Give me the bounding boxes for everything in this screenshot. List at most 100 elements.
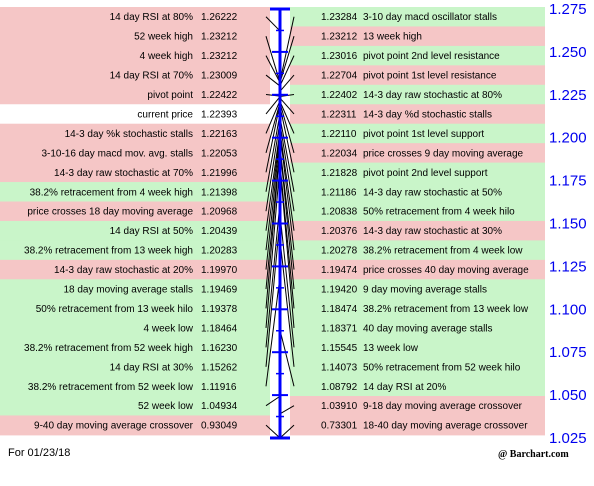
right-row-value: 1.22704 [321, 71, 358, 82]
left-row-bg [0, 104, 270, 125]
right-row-bg [290, 415, 545, 436]
left-row-value: 1.19469 [201, 285, 238, 296]
right-row-bg [290, 123, 545, 144]
right-row-label: 14-3 day %d stochastic stalls [363, 109, 492, 120]
right-connector-line [279, 55, 295, 87]
left-row-label: 38.2% retracement from 13 week high [24, 246, 193, 257]
right-row-value: 1.21828 [321, 168, 358, 179]
right-row-bg [290, 84, 545, 105]
price-scale-label: 1.275 [549, 1, 587, 18]
left-row-value: 1.22163 [201, 129, 238, 140]
right-row-bg [290, 65, 545, 86]
right-row-label: 38.2% retracement from 13 week low [363, 304, 529, 315]
left-row-bg [0, 65, 270, 86]
left-row-bg [0, 220, 270, 241]
left-connector-line [265, 276, 281, 387]
right-row-bg [290, 45, 545, 66]
left-connector-line [265, 113, 281, 192]
left-connector-line [265, 218, 281, 367]
left-connector-line [265, 424, 281, 439]
right-row-bg [290, 279, 545, 300]
right-row-label: 14-3 day raw stochastic at 50% [363, 187, 502, 198]
left-row-bg [0, 298, 270, 319]
left-row-bg [0, 415, 270, 436]
price-scale-label: 1.200 [549, 130, 587, 147]
price-scale-label: 1.125 [549, 258, 587, 275]
left-row-value: 1.23212 [201, 32, 238, 43]
right-row-value: 1.19474 [321, 265, 358, 276]
left-row-bg [0, 162, 270, 183]
right-row-bg [290, 26, 545, 47]
left-row-label: 3-10-16 day macd mov. avg. stalls [41, 148, 193, 159]
footer-date: For 01/23/18 [8, 447, 71, 459]
left-row-value: 1.20283 [201, 246, 238, 257]
price-scale-label: 1.175 [549, 173, 587, 190]
left-connector-line [265, 100, 281, 134]
left-row-value: 1.22422 [201, 90, 238, 101]
right-row-bg [290, 201, 545, 222]
right-connector-line [279, 117, 295, 192]
right-row-value: 1.22110 [321, 129, 357, 140]
left-row-label: 14 day RSI at 30% [110, 362, 193, 373]
left-row-bg [0, 143, 270, 164]
left-row-bg [0, 7, 270, 27]
right-row-bg [290, 143, 545, 164]
right-row-value: 1.20838 [321, 207, 358, 218]
left-row-label: pivot point [147, 90, 193, 101]
price-axis [270, 7, 290, 440]
left-row-value: 1.22393 [201, 109, 238, 120]
footer-brand: @ Barchart.com [498, 449, 569, 460]
right-row-value: 1.08792 [321, 382, 358, 393]
right-row-value: 1.22402 [321, 90, 358, 101]
right-connector-line [279, 214, 295, 348]
right-row-label: 9-18 day moving average crossover [363, 401, 523, 412]
right-row-bg [290, 104, 545, 125]
right-connector-line [279, 239, 295, 367]
right-row-bg [290, 220, 545, 241]
left-row-label: 4 week low [144, 323, 194, 334]
left-row-bg [0, 201, 270, 222]
left-row-bg [0, 376, 270, 397]
left-row-bg [0, 396, 270, 416]
left-row-value: 1.18464 [201, 323, 238, 334]
right-row-value: 1.18474 [321, 304, 358, 315]
left-row-value: 1.20439 [201, 226, 238, 237]
left-row-label: 38.2% retracement from 52 week high [24, 343, 193, 354]
left-row-value: 1.19970 [201, 265, 238, 276]
right-row-value: 1.20278 [321, 246, 358, 257]
right-row-label: price crosses 9 day moving average [363, 148, 524, 159]
left-row-label: 38.2% retracement from 52 week low [28, 382, 194, 393]
right-row-value: 1.22034 [321, 148, 358, 159]
right-row-bg [290, 182, 545, 202]
price-scale-label: 1.150 [549, 216, 587, 233]
left-row-value: 1.19378 [201, 304, 238, 315]
left-row-label: 14 day RSI at 50% [110, 226, 193, 237]
left-row-bg [0, 279, 270, 300]
price-scale-label: 1.100 [549, 301, 587, 318]
left-connector-line [265, 16, 281, 32]
right-row-value: 1.22311 [321, 109, 357, 120]
right-row-bg [290, 7, 545, 27]
connector-lines [265, 16, 295, 439]
left-row-label: 52 week high [134, 32, 193, 43]
right-row-bg [290, 162, 545, 183]
left-row-bg [0, 357, 270, 378]
left-row-value: 1.15262 [201, 362, 238, 373]
right-connector-line [279, 329, 295, 387]
left-row-value: 1.04934 [201, 401, 238, 412]
price-scale-label: 1.250 [549, 44, 587, 61]
left-row-bg [0, 182, 270, 202]
right-row-label: 13 week low [363, 343, 419, 354]
right-row-label: 14-3 day raw stochastic at 80% [363, 90, 502, 101]
right-row-value: 0.73301 [321, 421, 358, 432]
left-row-value: 1.11916 [201, 382, 237, 393]
left-row-bg [0, 259, 270, 280]
right-row-label: pivot point 2nd level support [363, 168, 488, 179]
left-row-bg [0, 26, 270, 47]
price-scale-label: 1.225 [549, 87, 587, 104]
left-row-label: 14 day RSI at 70% [110, 71, 193, 82]
right-connector-line [279, 147, 295, 290]
left-row-value: 1.26222 [201, 12, 238, 23]
left-row-label: 14-3 day raw stochastic at 70% [54, 168, 193, 179]
left-connector-line [265, 148, 281, 309]
